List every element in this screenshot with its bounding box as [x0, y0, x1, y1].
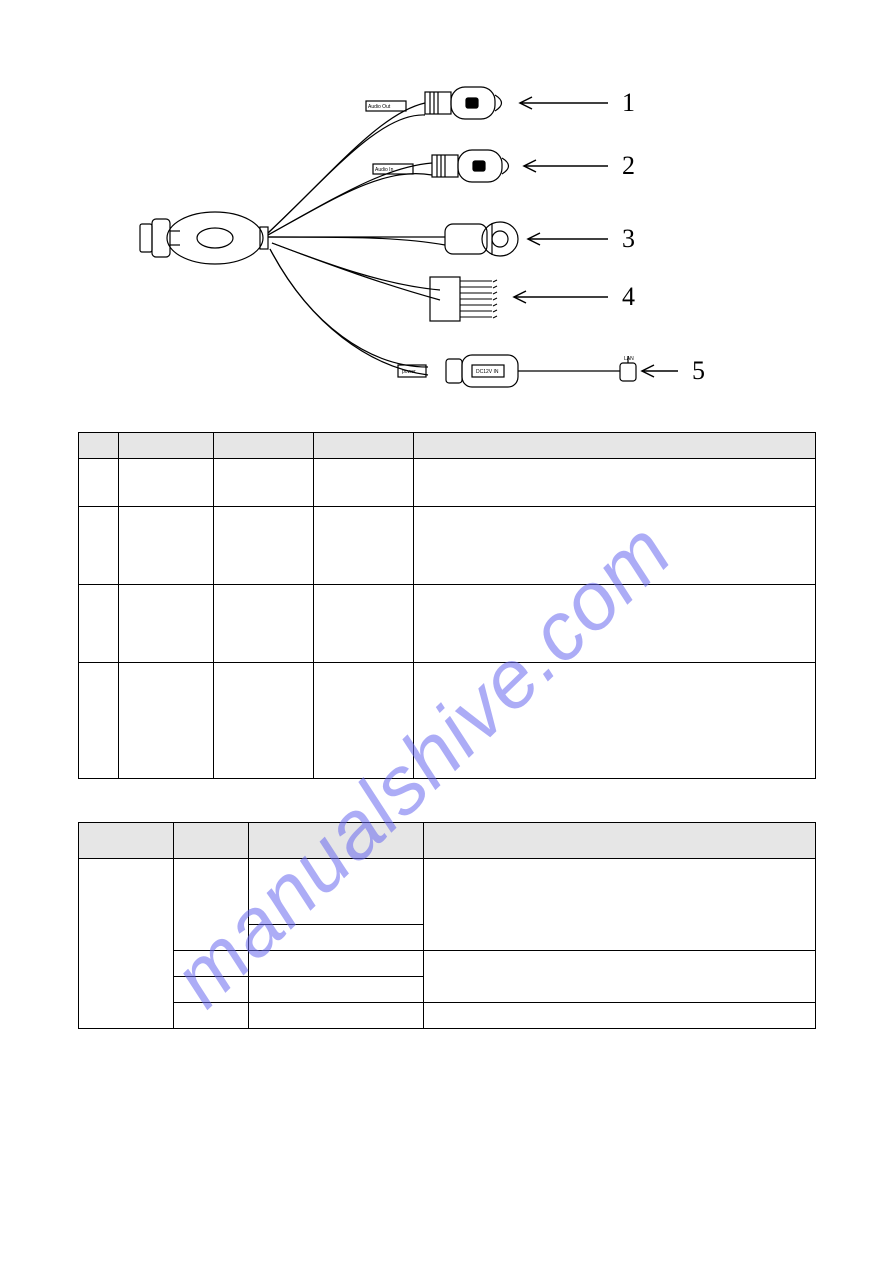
table-cell — [314, 507, 414, 585]
table-cell — [414, 507, 816, 585]
table-cell — [214, 585, 314, 663]
table-cell — [414, 663, 816, 779]
table-cell — [119, 459, 214, 507]
table-cell — [174, 951, 249, 977]
table-cell — [414, 585, 816, 663]
table-header-cell — [314, 433, 414, 459]
table-cell — [79, 459, 119, 507]
svg-text:LAN: LAN — [624, 356, 634, 362]
table-header-cell — [119, 433, 214, 459]
callout-2: 2 — [622, 151, 635, 181]
table-cell — [79, 663, 119, 779]
table-2-wrap — [78, 822, 815, 1029]
table-cell — [214, 459, 314, 507]
svg-text:DC12V IN: DC12V IN — [476, 369, 499, 375]
cable-diagram: Audio Out Audio In power DC12V IN LAN 1 … — [120, 65, 770, 415]
table-cell — [314, 459, 414, 507]
svg-text:power: power — [402, 369, 416, 375]
table-cell — [314, 585, 414, 663]
table-row — [79, 859, 816, 925]
table-row — [79, 823, 816, 859]
table-row — [79, 507, 816, 585]
table-header-cell — [424, 823, 816, 859]
table-header-cell — [174, 823, 249, 859]
table-cell — [174, 977, 249, 1003]
table-row — [79, 433, 816, 459]
table-row — [79, 663, 816, 779]
callout-3: 3 — [622, 224, 635, 254]
table-cell — [414, 459, 816, 507]
table-header-cell — [79, 433, 119, 459]
table-1-wrap — [78, 432, 815, 779]
table-cell — [424, 859, 816, 951]
table-cell — [214, 507, 314, 585]
table-cell — [314, 663, 414, 779]
callout-5: 5 — [692, 356, 705, 386]
page: Audio Out Audio In power DC12V IN LAN 1 … — [0, 0, 893, 1263]
table-header-cell — [214, 433, 314, 459]
table-cell — [249, 925, 424, 951]
callout-4: 4 — [622, 282, 635, 312]
table-row — [79, 459, 816, 507]
table-cell — [79, 507, 119, 585]
table-cell — [249, 859, 424, 925]
table-row — [79, 585, 816, 663]
table-cell — [249, 1003, 424, 1029]
table-cell — [79, 859, 174, 1029]
table-cell — [119, 507, 214, 585]
table-cell — [174, 1003, 249, 1029]
table-cell — [119, 585, 214, 663]
pin-table — [78, 822, 816, 1029]
table-cell — [424, 951, 816, 1003]
table-cell — [424, 1003, 816, 1029]
table-header-cell — [414, 433, 816, 459]
table-cell — [214, 663, 314, 779]
svg-text:Audio Out: Audio Out — [368, 104, 391, 110]
cable-diagram-svg: Audio Out Audio In power DC12V IN LAN — [120, 65, 770, 415]
table-row — [79, 951, 816, 977]
table-cell — [249, 977, 424, 1003]
table-row — [79, 1003, 816, 1029]
svg-text:Audio In: Audio In — [375, 167, 394, 173]
table-cell — [79, 585, 119, 663]
connector-table — [78, 432, 816, 779]
table-cell — [174, 859, 249, 951]
table-header-cell — [79, 823, 174, 859]
table-cell — [249, 951, 424, 977]
table-header-cell — [249, 823, 424, 859]
callout-1: 1 — [622, 88, 635, 118]
table-cell — [119, 663, 214, 779]
